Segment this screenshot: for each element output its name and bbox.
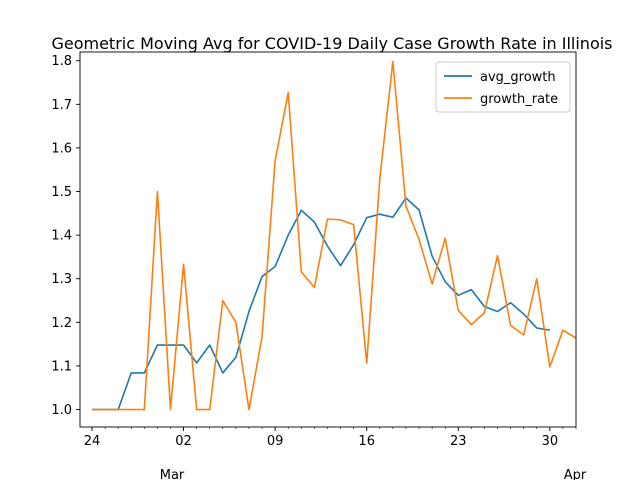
y-tick-label: 1.6 — [51, 141, 72, 156]
x-tick-label: 16 — [358, 434, 375, 449]
x-tick-label: 09 — [267, 434, 284, 449]
y-tick-label: 1.4 — [51, 229, 72, 244]
y-tick-label: 1.7 — [51, 98, 72, 113]
legend: avg_growth growth_rate — [435, 61, 571, 113]
legend-box — [435, 61, 571, 113]
chart-title: Geometric Moving Avg for COVID-19 Daily … — [51, 34, 612, 53]
series-line-growth_rate — [92, 60, 577, 411]
x-month-label: Mar — [160, 468, 185, 480]
legend-label-avg_growth: avg_growth — [480, 70, 556, 85]
x-month-label: Apr — [564, 468, 587, 480]
y-tick-label: 1.8 — [51, 54, 72, 69]
plot-area — [92, 60, 577, 411]
x-tick-label: 30 — [542, 434, 559, 449]
axes-frame — [79, 51, 577, 428]
legend-label-growth_rate: growth_rate — [480, 92, 558, 107]
y-tick-label: 1.0 — [51, 403, 72, 418]
y-tick-label: 1.1 — [51, 359, 72, 374]
series-line-avg_growth — [92, 197, 550, 411]
y-tick-label: 1.3 — [51, 272, 72, 287]
axes: 1.0 1.1 1.2 1.3 1.4 1.5 1.6 1.7 1.8 24 02 09 16 23 30 M… — [51, 51, 587, 480]
x-tick-label: 23 — [450, 434, 467, 449]
x-tick-label: 02 — [175, 434, 192, 449]
y-tick-label: 1.5 — [51, 185, 72, 200]
x-tick-label: 24 — [84, 434, 101, 449]
y-tick-label: 1.2 — [51, 316, 72, 331]
